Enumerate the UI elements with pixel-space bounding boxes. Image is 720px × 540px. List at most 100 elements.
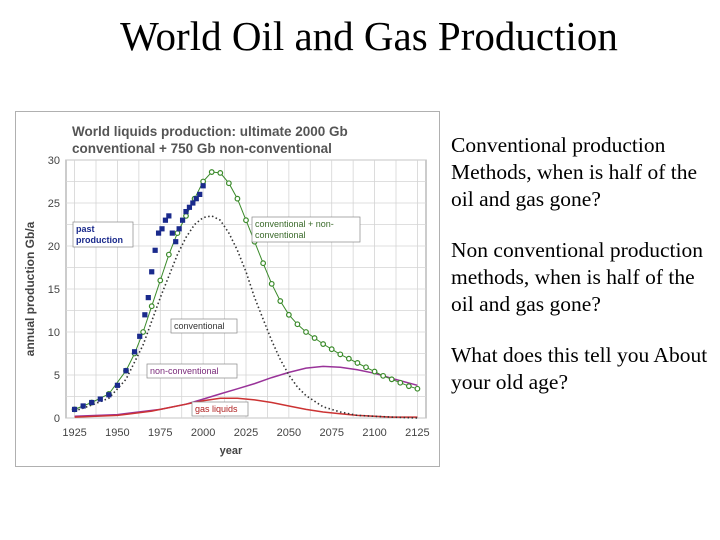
bullet-list: Conventional production Methods, when is…: [451, 132, 716, 420]
annotation-label: gas liquids: [195, 404, 238, 414]
annotation-label: conventional: [255, 230, 306, 240]
total-point: [234, 195, 241, 202]
past-production-point: [197, 191, 203, 197]
total-point: [311, 335, 318, 341]
past-production-point: [183, 209, 189, 215]
chart-title-line: World liquids production: ultimate 2000 …: [72, 124, 348, 139]
total-point: [225, 180, 232, 187]
annotation-box: [72, 221, 134, 248]
past-production-point: [131, 349, 138, 355]
total-point: [337, 351, 344, 358]
bullet-item: Conventional production Methods, when is…: [451, 133, 698, 211]
x-tick-label: 2100: [362, 427, 386, 439]
past-production-point: [149, 269, 155, 275]
total-point: [294, 321, 301, 328]
y-tick-label: 20: [48, 241, 60, 253]
past-production-point: [137, 333, 143, 339]
total-point: [371, 368, 378, 375]
past-production-point: [123, 368, 129, 374]
past-production-point: [169, 230, 175, 236]
total-point: [285, 311, 292, 318]
x-axis-label: year: [220, 445, 243, 457]
total-point: [320, 341, 327, 347]
past-production-point: [114, 382, 121, 388]
y-tick-label: 5: [54, 370, 60, 382]
total-point: [328, 346, 335, 353]
past-production-point: [89, 399, 95, 406]
x-tick-label: 1925: [62, 427, 86, 439]
x-tick-label: 1950: [105, 427, 129, 439]
past-production-point: [145, 295, 151, 301]
annotation-box: [251, 216, 361, 243]
y-tick-label: 0: [54, 413, 60, 425]
chart-series: [71, 169, 421, 419]
total-point: [345, 355, 352, 362]
past-production-point: [155, 230, 162, 236]
bullet-item: What does this tell you About your old a…: [451, 343, 708, 394]
total-point: [405, 383, 412, 390]
past-production-point: [166, 213, 172, 219]
total-point: [380, 372, 387, 379]
y-tick-label: 30: [48, 155, 60, 167]
total-point: [200, 178, 207, 185]
past-production-point: [97, 396, 103, 402]
total-point: [208, 169, 215, 175]
annotation-box: [146, 363, 238, 379]
total-point: [303, 329, 309, 335]
annotation-box: [170, 318, 238, 334]
past-production-point: [200, 183, 206, 189]
annotation-label: non-conventional: [150, 366, 219, 376]
x-tick-label: 2050: [277, 427, 301, 439]
total-point: [183, 212, 189, 219]
past-production-point: [162, 217, 169, 223]
past-production-point: [80, 403, 86, 409]
total-point: [354, 360, 361, 366]
x-tick-label: 2025: [234, 427, 258, 439]
slide-title: World Oil and Gas Production: [120, 13, 618, 59]
x-tick-label: 2000: [191, 427, 215, 439]
chart-title-line: conventional + 750 Gb non-conventional: [72, 141, 332, 156]
y-tick-label: 15: [48, 284, 60, 296]
total-point: [277, 298, 284, 304]
total-point: [165, 251, 172, 258]
past-production-point: [159, 226, 165, 232]
past-production-point: [190, 200, 196, 206]
total-point: [140, 329, 147, 335]
total-point: [174, 230, 181, 236]
past-production-point: [106, 392, 112, 398]
past-production-point: [71, 406, 78, 412]
gas-liquids-line: [74, 397, 418, 418]
annotation-box: [191, 401, 249, 417]
total-point: [148, 303, 155, 310]
bullet-item: Non conventional production methods, whe…: [451, 238, 703, 316]
past-production-point: [193, 196, 199, 202]
total-point: [388, 376, 395, 383]
total-point: [260, 260, 267, 267]
annotation-label: conventional: [174, 321, 225, 331]
annotation-label: production: [76, 235, 123, 245]
x-tick-label: 1975: [148, 427, 172, 439]
y-tick-label: 10: [48, 327, 60, 339]
past-production-point: [186, 204, 193, 210]
past-production-point: [142, 312, 148, 318]
past-production-point: [173, 239, 179, 245]
annotation-label: past: [76, 224, 95, 234]
total-point: [243, 217, 249, 224]
total-point: [217, 170, 224, 176]
x-tick-label: 2075: [319, 427, 343, 439]
total-point: [414, 385, 421, 392]
y-tick-label: 25: [48, 198, 60, 210]
past-production-point: [179, 217, 186, 223]
y-axis-label: annual production Gb/a: [23, 221, 37, 356]
total-point: [268, 280, 275, 287]
past-production-point: [152, 247, 158, 253]
chart-image: 0 5 10 15 20 25 30 1925 1950 1975 2000 2025 2050 2075…: [15, 111, 440, 467]
past-production-point: [176, 226, 182, 232]
annotation-label: conventional + non-: [255, 219, 334, 229]
x-tick-label: 2125: [405, 427, 429, 439]
total-point: [397, 379, 404, 386]
total-point: [157, 277, 164, 284]
